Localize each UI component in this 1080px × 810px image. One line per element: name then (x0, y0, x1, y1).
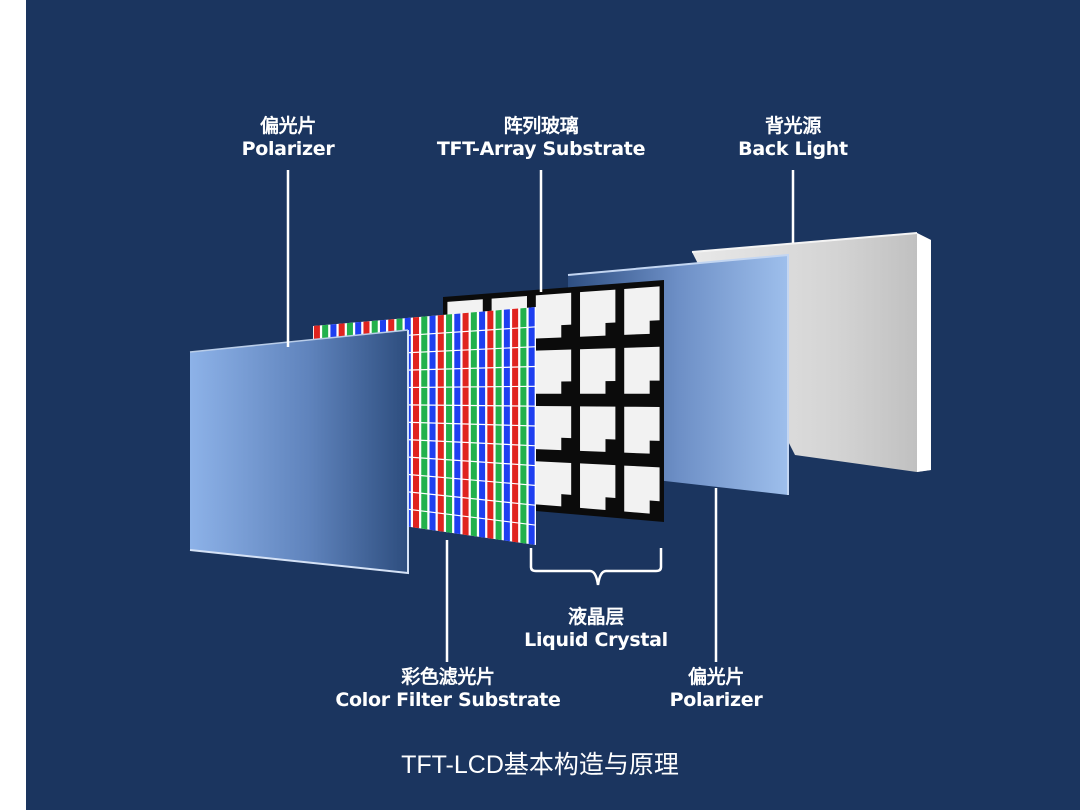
label-polarizer-rear-en: Polarizer (669, 689, 763, 711)
label-liquid-crystal: 液晶层 Liquid Crystal (524, 606, 668, 652)
label-polarizer-front-cn: 偏光片 (259, 115, 317, 137)
label-liquid-crystal-cn: 液晶层 (567, 606, 625, 628)
label-color-filter: 彩色滤光片 Color Filter Substrate (335, 666, 561, 712)
slide-caption: TFT-LCD基本构造与原理 (401, 751, 679, 779)
pixel-cell (535, 349, 572, 394)
pixel-cell (624, 465, 660, 514)
pixel-cell (624, 286, 660, 335)
pixel-cell (535, 405, 572, 451)
pixel-cell (580, 289, 616, 337)
label-polarizer-rear: 偏光片 Polarizer (670, 666, 763, 712)
label-tft-array-en: TFT-Array Substrate (436, 138, 646, 160)
pixel-cell (580, 348, 616, 394)
label-back-light-en: Back Light (738, 138, 848, 160)
pixel-cell (624, 406, 660, 454)
pixel-cell (580, 406, 616, 452)
label-back-light-cn: 背光源 (764, 115, 822, 137)
label-polarizer-rear-cn: 偏光片 (687, 666, 745, 688)
label-liquid-crystal-en: Liquid Crystal (524, 629, 668, 651)
pixel-cell (535, 461, 572, 507)
pixel-cell (535, 292, 572, 339)
label-polarizer-front: 偏光片 Polarizer (242, 115, 335, 161)
front-polarizer-panel (189, 329, 409, 575)
pixel-cell (624, 346, 660, 394)
label-tft-array: 阵列玻璃 TFT-Array Substrate (436, 115, 646, 161)
label-tft-array-cn: 阵列玻璃 (503, 115, 579, 137)
label-color-filter-en: Color Filter Substrate (335, 689, 561, 711)
leader-lines (286, 170, 795, 662)
pixel-cell (580, 463, 616, 510)
label-back-light: 背光源 Back Light (738, 115, 848, 161)
liquid-crystal-bracket (529, 548, 663, 586)
label-polarizer-front-en: Polarizer (241, 138, 335, 160)
label-color-filter-cn: 彩色滤光片 (401, 666, 495, 688)
